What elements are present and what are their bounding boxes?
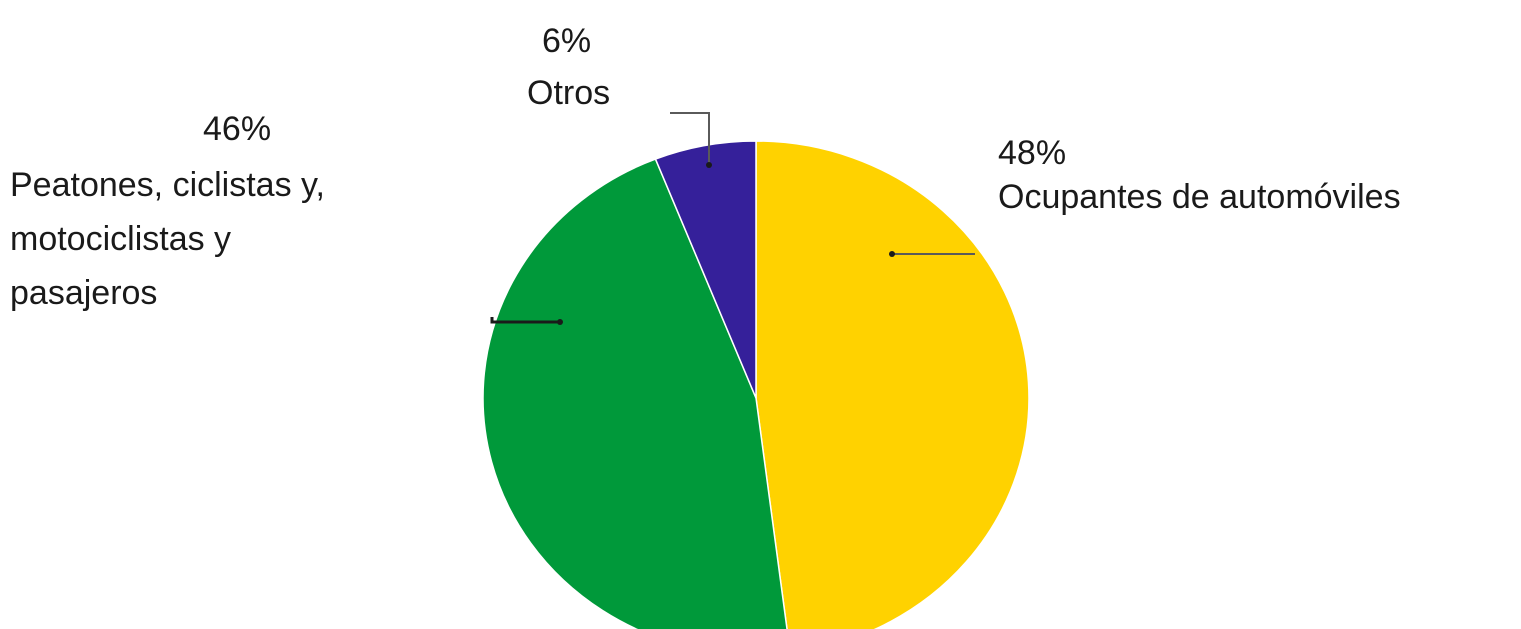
leader-dot-otros [706, 162, 712, 168]
slice-label-ocupantes: Ocupantes de automóviles [998, 178, 1401, 216]
leader-line-otros [670, 112, 710, 165]
slice-peatones [482, 158, 788, 629]
leader-lines [490, 112, 975, 325]
leader-line-peatones [490, 317, 560, 324]
slice-labels: 6% Otros 48% Ocupantes de automóviles 46… [10, 22, 1401, 312]
slice-label-otros: Otros [527, 74, 610, 112]
pie-slices [482, 140, 1030, 629]
slice-label-peatones-line2: motociclistas y [10, 220, 231, 258]
leader-dot-peatones [557, 319, 563, 325]
slice-ocupantes [755, 140, 1030, 629]
value-label-peatones: 46% [203, 110, 271, 148]
value-label-ocupantes: 48% [998, 134, 1066, 172]
value-label-otros: 6% [542, 22, 591, 60]
slice-label-peatones-line1: Peatones, ciclistas y, [10, 166, 325, 204]
slice-label-peatones-line3: pasajeros [10, 274, 157, 312]
leader-dot-ocupantes [889, 251, 895, 257]
slice-otros [654, 140, 757, 399]
